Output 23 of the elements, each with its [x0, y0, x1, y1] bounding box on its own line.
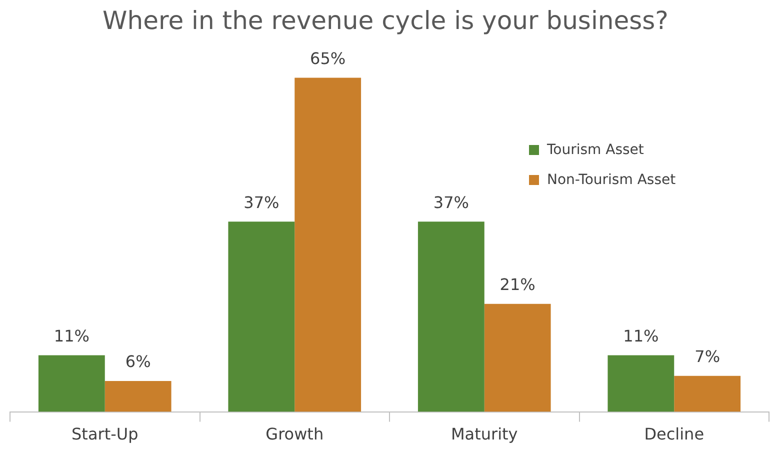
x-tick-label: Start-Up [72, 424, 138, 444]
bar [418, 222, 484, 412]
data-label: 11% [623, 326, 659, 346]
x-tick-label: Maturity [450, 424, 518, 444]
bar [484, 304, 551, 412]
bar [294, 78, 362, 412]
data-label: 6% [125, 352, 151, 372]
x-tick-label: Growth [266, 424, 324, 444]
bar [104, 380, 172, 412]
bar [608, 355, 674, 412]
bar [228, 222, 295, 412]
legend-label: Non-Tourism Asset [547, 172, 676, 188]
bar [38, 355, 105, 412]
data-label: 37% [433, 192, 469, 212]
data-label: 11% [54, 326, 90, 346]
x-tick-label: Decline [644, 424, 704, 444]
data-label: 37% [244, 192, 280, 212]
chart-title: Where in the revenue cycle is your business? [102, 6, 670, 35]
data-label: 65% [310, 48, 346, 68]
legend-label: Tourism Asset [547, 142, 644, 158]
bar [674, 376, 741, 412]
data-label: 7% [694, 346, 720, 366]
data-label: 21% [500, 275, 536, 294]
